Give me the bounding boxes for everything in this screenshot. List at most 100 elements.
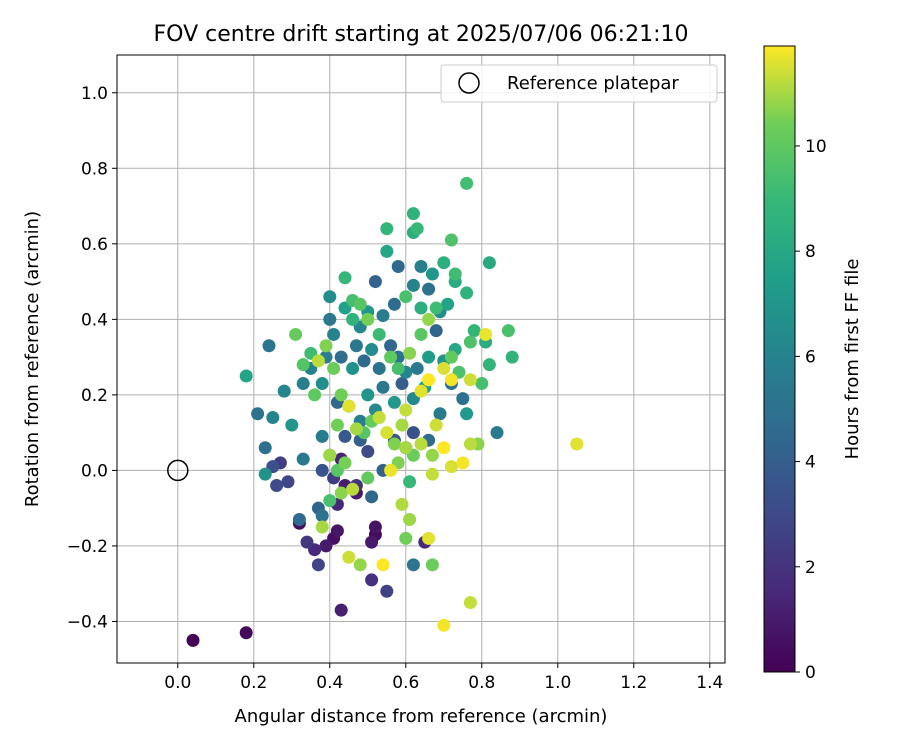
x-tick-label: 0.2 xyxy=(240,673,267,693)
data-point xyxy=(437,361,451,375)
data-point xyxy=(482,256,496,270)
data-point xyxy=(376,309,390,323)
x-tick-label: 0.6 xyxy=(392,673,419,693)
data-point xyxy=(456,456,470,470)
data-point xyxy=(444,460,458,474)
data-point xyxy=(384,350,398,364)
data-point xyxy=(406,207,420,221)
data-point xyxy=(380,426,394,440)
data-point xyxy=(399,403,413,417)
data-points xyxy=(186,176,584,647)
data-point xyxy=(357,354,371,368)
data-point xyxy=(395,377,409,391)
data-point xyxy=(330,418,344,432)
reference-platepar-marker xyxy=(167,459,189,482)
data-point xyxy=(425,267,439,281)
colorbar-gradient xyxy=(763,45,796,673)
data-point xyxy=(384,463,398,477)
data-point xyxy=(387,297,401,311)
data-point xyxy=(342,550,356,564)
legend: Reference platepar xyxy=(440,64,718,103)
data-point xyxy=(258,441,272,455)
data-point xyxy=(399,531,413,545)
x-tick-label: 0.4 xyxy=(316,673,343,693)
data-point xyxy=(391,259,405,273)
data-point xyxy=(380,244,394,258)
data-point xyxy=(315,509,329,523)
data-point xyxy=(346,361,360,375)
data-point xyxy=(460,176,474,190)
y-tick-label: 0.0 xyxy=(81,461,108,481)
data-point xyxy=(429,301,443,315)
data-point xyxy=(365,490,379,504)
data-point xyxy=(425,448,439,462)
data-point xyxy=(292,512,306,526)
y-tick-label: −0.4 xyxy=(67,612,108,632)
data-point xyxy=(361,471,375,485)
y-tick-label: 0.2 xyxy=(81,386,108,406)
data-point xyxy=(239,626,253,640)
data-point xyxy=(475,377,489,391)
data-point xyxy=(406,558,420,572)
data-point xyxy=(315,463,329,477)
data-point xyxy=(410,222,424,236)
data-point xyxy=(463,437,477,451)
x-tick-label: 1.4 xyxy=(696,673,723,693)
data-point xyxy=(372,361,386,375)
y-tick-label: 0.6 xyxy=(81,235,108,255)
data-point xyxy=(323,290,337,304)
data-point xyxy=(186,633,200,647)
data-point xyxy=(425,558,439,572)
data-point xyxy=(422,312,436,326)
data-point xyxy=(570,437,584,451)
data-point xyxy=(444,350,458,364)
data-point xyxy=(300,535,314,549)
data-point xyxy=(422,531,436,545)
data-point xyxy=(277,384,291,398)
data-point xyxy=(353,558,367,572)
data-point xyxy=(262,339,276,353)
data-point xyxy=(239,369,253,383)
colorbar: 0 2 4 6 8 10 Hours from first FF file xyxy=(763,45,863,683)
colorbar-tick-label: 8 xyxy=(805,242,816,262)
y-tick-label: 0.8 xyxy=(81,159,108,179)
data-point xyxy=(410,361,424,375)
data-point xyxy=(296,358,310,372)
legend-reference-marker xyxy=(458,72,480,94)
data-point xyxy=(342,399,356,413)
data-point xyxy=(334,486,348,500)
data-point xyxy=(425,467,439,481)
data-point xyxy=(406,426,420,440)
data-point xyxy=(444,233,458,247)
data-point xyxy=(387,437,401,451)
data-point xyxy=(395,418,409,432)
legend-box xyxy=(440,64,718,103)
data-point xyxy=(258,467,272,481)
data-point xyxy=(319,539,333,553)
data-point xyxy=(444,373,458,387)
x-tick-label: 1.0 xyxy=(544,673,571,693)
data-point xyxy=(289,327,303,341)
data-point xyxy=(327,361,341,375)
data-point xyxy=(365,535,379,549)
data-point xyxy=(319,339,333,353)
data-point xyxy=(365,343,379,357)
data-point xyxy=(391,361,405,375)
data-point xyxy=(414,437,428,451)
data-point xyxy=(422,350,436,364)
chart-title: FOV centre drift starting at 2025/07/06 … xyxy=(154,22,689,47)
data-point xyxy=(338,429,352,443)
data-point xyxy=(422,373,436,387)
data-point xyxy=(323,448,337,462)
data-point xyxy=(482,358,496,372)
data-point xyxy=(308,388,322,402)
data-point xyxy=(346,482,360,496)
data-point xyxy=(270,479,284,493)
data-point xyxy=(414,301,428,315)
data-point xyxy=(399,441,413,455)
data-point xyxy=(323,312,337,326)
data-point xyxy=(463,373,477,387)
data-point xyxy=(437,256,451,270)
x-tick-label: 1.2 xyxy=(620,673,647,693)
data-point xyxy=(315,520,329,534)
